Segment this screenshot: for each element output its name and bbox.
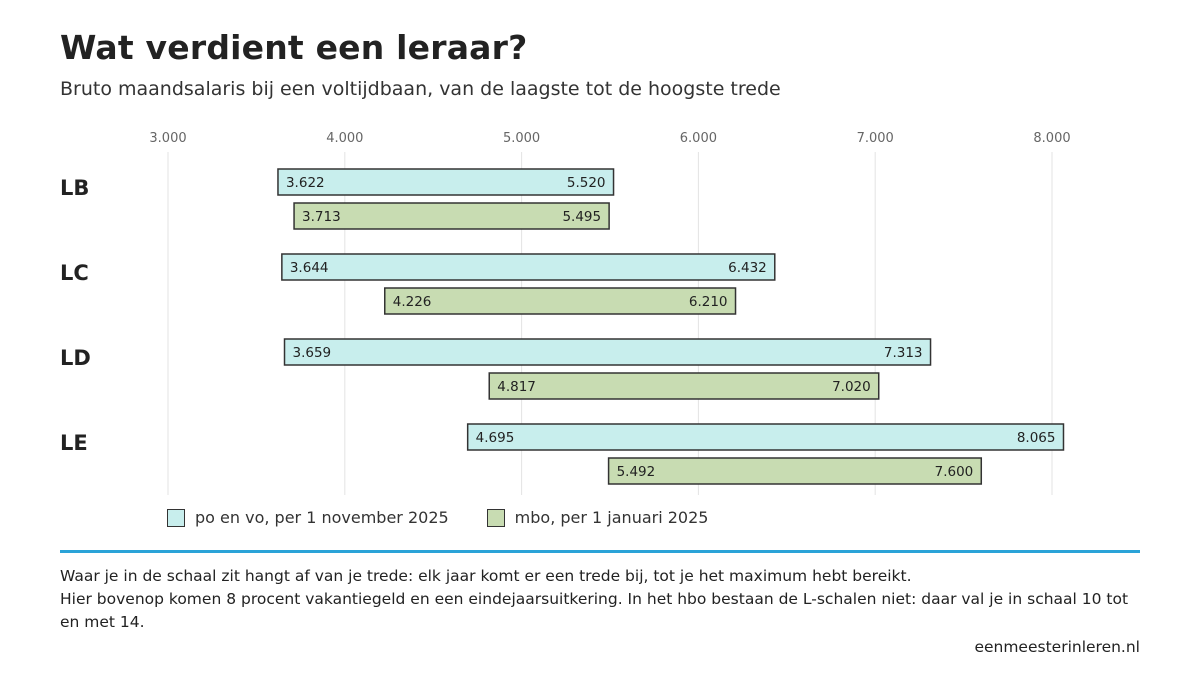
range-bar bbox=[277, 168, 615, 196]
category-label: LB bbox=[60, 176, 89, 200]
bar-min-label: 3.622 bbox=[286, 175, 325, 191]
x-tick-label: 6.000 bbox=[680, 131, 717, 146]
footnote-2: Hier bovenop komen 8 procent vakantiegel… bbox=[60, 590, 1129, 631]
category-label: LC bbox=[60, 261, 89, 285]
bar-min-label: 5.492 bbox=[617, 464, 656, 480]
range-bar bbox=[384, 287, 737, 315]
bar-min-label: 3.659 bbox=[293, 345, 332, 361]
range-bar bbox=[607, 457, 983, 485]
bar-min-label: 3.713 bbox=[302, 209, 341, 225]
x-tick-label: 3.000 bbox=[149, 131, 186, 146]
legend-item-mbo: mbo, per 1 januari 2025 bbox=[486, 508, 709, 527]
x-tick-label: 8.000 bbox=[1033, 131, 1070, 146]
bar-min-label: 3.644 bbox=[290, 260, 329, 276]
bar-max-label: 6.432 bbox=[728, 260, 767, 276]
bar-max-label: 7.600 bbox=[935, 464, 974, 480]
bar-max-label: 5.520 bbox=[567, 175, 606, 191]
chart-subtitle: Bruto maandsalaris bij een voltijdbaan, … bbox=[60, 78, 781, 100]
range-bar bbox=[488, 372, 880, 400]
legend-label-po-vo: po en vo, per 1 november 2025 bbox=[195, 508, 449, 527]
x-tick-label: 5.000 bbox=[503, 131, 540, 146]
legend-swatch-mbo bbox=[486, 508, 505, 527]
bar-max-label: 7.020 bbox=[832, 379, 871, 395]
range-bar bbox=[281, 253, 776, 281]
category-label: LE bbox=[60, 431, 88, 455]
source-credit: eenmeesterinleren.nl bbox=[974, 638, 1140, 656]
bar-min-label: 4.695 bbox=[476, 430, 515, 446]
bar-min-label: 4.226 bbox=[393, 294, 432, 310]
footnote-1: Waar je in de schaal zit hangt af van je… bbox=[60, 567, 912, 585]
accent-divider bbox=[60, 550, 1140, 553]
bar-min-label: 4.817 bbox=[497, 379, 536, 395]
x-tick-label: 7.000 bbox=[857, 131, 894, 146]
bar-max-label: 6.210 bbox=[689, 294, 728, 310]
chart-title: Wat verdient een leraar? bbox=[60, 28, 528, 67]
legend-item-po-vo: po en vo, per 1 november 2025 bbox=[167, 508, 449, 527]
category-label: LD bbox=[60, 346, 91, 370]
range-bar bbox=[293, 202, 610, 230]
bar-max-label: 8.065 bbox=[1017, 430, 1056, 446]
range-bar bbox=[466, 423, 1065, 451]
legend-label-mbo: mbo, per 1 januari 2025 bbox=[514, 508, 709, 527]
bar-max-label: 7.313 bbox=[884, 345, 923, 361]
salary-range-chart: 3.000 4.000 5.000 6.000 7.000 8.000 LB 3.622 5.5… bbox=[60, 131, 1071, 495]
chart-legend: po en vo, per 1 november 2025 mbo, per 1… bbox=[167, 508, 746, 527]
footnotes: Waar je in de schaal zit hangt af van je… bbox=[60, 565, 1140, 634]
range-bar bbox=[283, 338, 932, 366]
legend-swatch-po-vo bbox=[167, 508, 185, 527]
x-tick-label: 4.000 bbox=[326, 131, 363, 146]
bar-max-label: 5.495 bbox=[562, 209, 601, 225]
